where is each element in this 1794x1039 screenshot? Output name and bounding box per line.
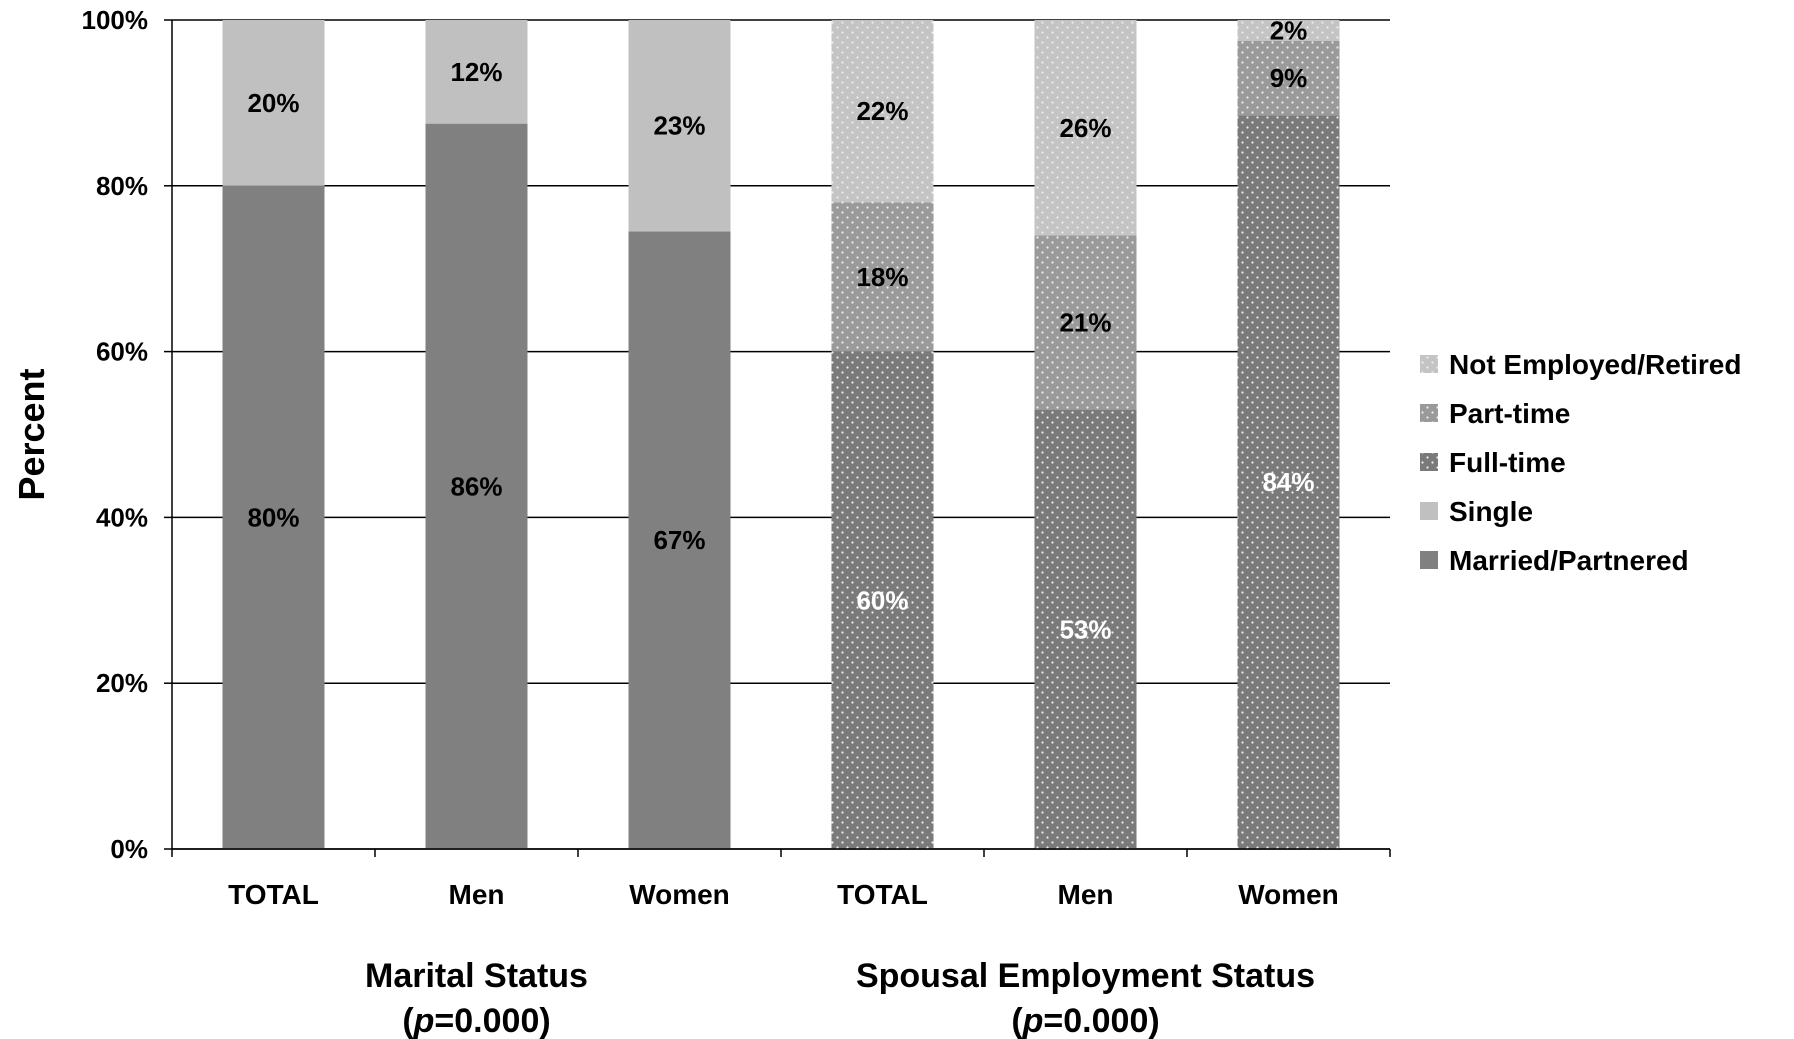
y-tick-label: 0% xyxy=(110,834,148,864)
group-title: Spousal Employment Status xyxy=(856,957,1315,995)
bar-segment xyxy=(1034,409,1137,849)
bar-segment xyxy=(1034,20,1137,236)
data-label: 53% xyxy=(1059,614,1111,644)
data-label: 80% xyxy=(247,502,299,532)
y-tick-label: 80% xyxy=(96,171,148,201)
legend-label: Not Employed/Retired xyxy=(1449,349,1741,380)
data-label: 22% xyxy=(856,96,908,126)
group-subtitle: (p=0.000) xyxy=(1011,1002,1159,1039)
bar-segment xyxy=(831,202,934,352)
legend-swatch xyxy=(1420,404,1438,422)
legend-swatch xyxy=(1420,551,1438,569)
y-tick-label: 40% xyxy=(96,502,148,532)
bar-segment xyxy=(628,20,731,232)
y-axis-label: Percent xyxy=(11,368,52,500)
legend-label: Full-time xyxy=(1449,447,1566,478)
data-label: 2% xyxy=(1270,15,1308,45)
bar-segment xyxy=(425,20,528,124)
legend-swatch xyxy=(1420,453,1438,471)
x-category-label: Women xyxy=(629,879,730,910)
bar-segment xyxy=(831,351,934,849)
bar-segment xyxy=(628,231,731,849)
legend-label: Part-time xyxy=(1449,398,1570,429)
group-title: Marital Status xyxy=(365,957,588,995)
data-label: 12% xyxy=(450,57,502,87)
data-label: 67% xyxy=(653,525,705,555)
x-category-label: Men xyxy=(1058,879,1114,910)
data-label: 84% xyxy=(1262,467,1314,497)
x-category-label: TOTAL xyxy=(228,879,319,910)
data-label: 21% xyxy=(1059,308,1111,338)
legend-swatch xyxy=(1420,355,1438,373)
bar-segment xyxy=(1237,40,1340,116)
data-label: 86% xyxy=(450,471,502,501)
x-category-label: Men xyxy=(449,879,505,910)
bar-segment xyxy=(1034,235,1137,410)
x-category-label: TOTAL xyxy=(837,879,928,910)
bar-segment xyxy=(831,20,934,203)
y-tick-label: 100% xyxy=(82,5,149,35)
bar-segment xyxy=(222,185,325,850)
data-label: 18% xyxy=(856,262,908,292)
data-label: 26% xyxy=(1059,113,1111,143)
legend-swatch xyxy=(1420,502,1438,520)
data-label: 9% xyxy=(1270,63,1308,93)
data-label: 60% xyxy=(856,585,908,615)
legend-label: Single xyxy=(1449,496,1533,527)
bar-segment xyxy=(222,20,325,186)
y-tick-label: 60% xyxy=(96,337,148,367)
group-subtitle: (p=0.000) xyxy=(402,1002,550,1039)
y-tick-label: 20% xyxy=(96,668,148,698)
x-category-label: Women xyxy=(1238,879,1339,910)
legend-label: Married/Partnered xyxy=(1449,545,1689,576)
data-label: 23% xyxy=(653,111,705,141)
bar-segment xyxy=(1237,115,1340,849)
data-label: 20% xyxy=(247,88,299,118)
bar-segment xyxy=(1237,20,1340,41)
bar-segment xyxy=(425,123,528,849)
